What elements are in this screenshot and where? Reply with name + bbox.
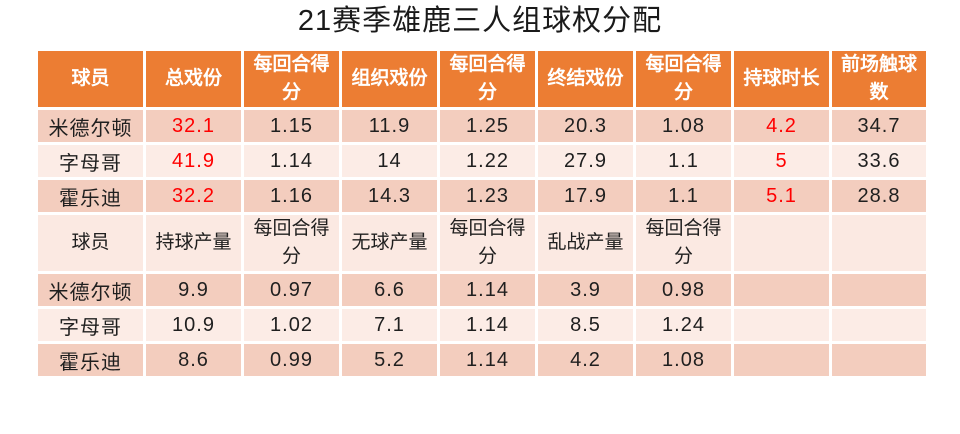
empty-cell: [829, 306, 929, 344]
stat-cell: 1.22: [437, 142, 538, 180]
stat-cell: 1.02: [241, 306, 342, 344]
stat-cell: 7.1: [339, 306, 440, 344]
empty-cell: [829, 341, 929, 379]
stat-cell: 9.9: [143, 271, 244, 309]
column-header: 组织戏份: [339, 48, 440, 110]
page-title: 21赛季雄鹿三人组球权分配: [297, 5, 663, 37]
player-name-cell: 霍乐迪: [35, 177, 146, 215]
stat-cell: 4.2: [535, 341, 636, 379]
empty-cell: [731, 341, 832, 379]
stat-cell: 10.9: [143, 306, 244, 344]
header-row: 球员 总戏份 每回合得分 组织戏份 每回合得分 终结戏份 每回合得分 持球时长 前场触球数: [35, 48, 929, 110]
stat-cell: 1.1: [633, 142, 734, 180]
column-header: 每回合得分: [437, 212, 538, 274]
stat-cell: 34.7: [829, 107, 929, 145]
table-row: 字母哥 10.9 1.02 7.1 1.14 8.5 1.24: [35, 306, 929, 344]
stat-cell: 32.2: [143, 177, 244, 215]
stat-cell: 6.6: [339, 271, 440, 309]
stat-cell: 0.97: [241, 271, 342, 309]
stats-table: 球员 总戏份 每回合得分 组织戏份 每回合得分 终结戏份 每回合得分 持球时长 前场触球数 米德尔…: [35, 48, 929, 379]
stat-cell: 1.15: [241, 107, 342, 145]
column-header: 乱战产量: [535, 212, 636, 274]
stat-cell: 33.6: [829, 142, 929, 180]
stat-cell: 17.9: [535, 177, 636, 215]
column-header: 每回合得分: [633, 48, 734, 110]
column-header: 持球时长: [731, 48, 832, 110]
stat-cell: 0.99: [241, 341, 342, 379]
stat-cell: 4.2: [731, 107, 832, 145]
stat-cell: 3.9: [535, 271, 636, 309]
stat-cell: 1.08: [633, 341, 734, 379]
stat-cell: 5.2: [339, 341, 440, 379]
stat-cell: 1.14: [437, 271, 538, 309]
table-row: 米德尔顿 32.1 1.15 11.9 1.25 20.3 1.08 4.2 34.7: [35, 107, 929, 145]
column-header: 每回合得分: [241, 212, 342, 274]
column-header: 球员: [35, 48, 146, 110]
empty-cell: [731, 271, 832, 309]
column-header: 前场触球数: [829, 48, 929, 110]
stat-cell: 5: [731, 142, 832, 180]
empty-header-cell: [731, 212, 832, 274]
stat-cell: 1.1: [633, 177, 734, 215]
stat-cell: 1.08: [633, 107, 734, 145]
empty-cell: [829, 271, 929, 309]
stat-cell: 11.9: [339, 107, 440, 145]
column-header: 每回合得分: [633, 212, 734, 274]
column-header: 总戏份: [143, 48, 244, 110]
stat-cell: 32.1: [143, 107, 244, 145]
header-row: 球员 持球产量 每回合得分 无球产量 每回合得分 乱战产量 每回合得分: [35, 212, 929, 274]
column-header: 每回合得分: [437, 48, 538, 110]
stat-cell: 28.8: [829, 177, 929, 215]
table-row: 字母哥 41.9 1.14 14 1.22 27.9 1.1 5 33.6: [35, 142, 929, 180]
table-row: 霍乐迪 8.6 0.99 5.2 1.14 4.2 1.08: [35, 341, 929, 379]
stat-cell: 1.14: [437, 306, 538, 344]
player-name-cell: 霍乐迪: [35, 341, 146, 379]
column-header: 终结戏份: [535, 48, 636, 110]
empty-cell: [731, 306, 832, 344]
stat-cell: 0.98: [633, 271, 734, 309]
stat-cell: 8.5: [535, 306, 636, 344]
stat-cell: 20.3: [535, 107, 636, 145]
column-header: 持球产量: [143, 212, 244, 274]
table-row: 霍乐迪 32.2 1.16 14.3 1.23 17.9 1.1 5.1 28.8: [35, 177, 929, 215]
column-header: 无球产量: [339, 212, 440, 274]
empty-header-cell: [829, 212, 929, 274]
stat-cell: 14.3: [339, 177, 440, 215]
player-name-cell: 字母哥: [35, 306, 146, 344]
stat-cell: 1.25: [437, 107, 538, 145]
column-header: 每回合得分: [241, 48, 342, 110]
stat-cell: 1.14: [241, 142, 342, 180]
player-name-cell: 字母哥: [35, 142, 146, 180]
stat-cell: 1.16: [241, 177, 342, 215]
stat-cell: 41.9: [143, 142, 244, 180]
player-name-cell: 米德尔顿: [35, 271, 146, 309]
player-name-cell: 米德尔顿: [35, 107, 146, 145]
stat-cell: 8.6: [143, 341, 244, 379]
stat-cell: 1.24: [633, 306, 734, 344]
stat-cell: 14: [339, 142, 440, 180]
table-row: 米德尔顿 9.9 0.97 6.6 1.14 3.9 0.98: [35, 271, 929, 309]
column-header: 球员: [35, 212, 146, 274]
stat-cell: 5.1: [731, 177, 832, 215]
stat-cell: 1.14: [437, 341, 538, 379]
stat-cell: 1.23: [437, 177, 538, 215]
stat-cell: 27.9: [535, 142, 636, 180]
